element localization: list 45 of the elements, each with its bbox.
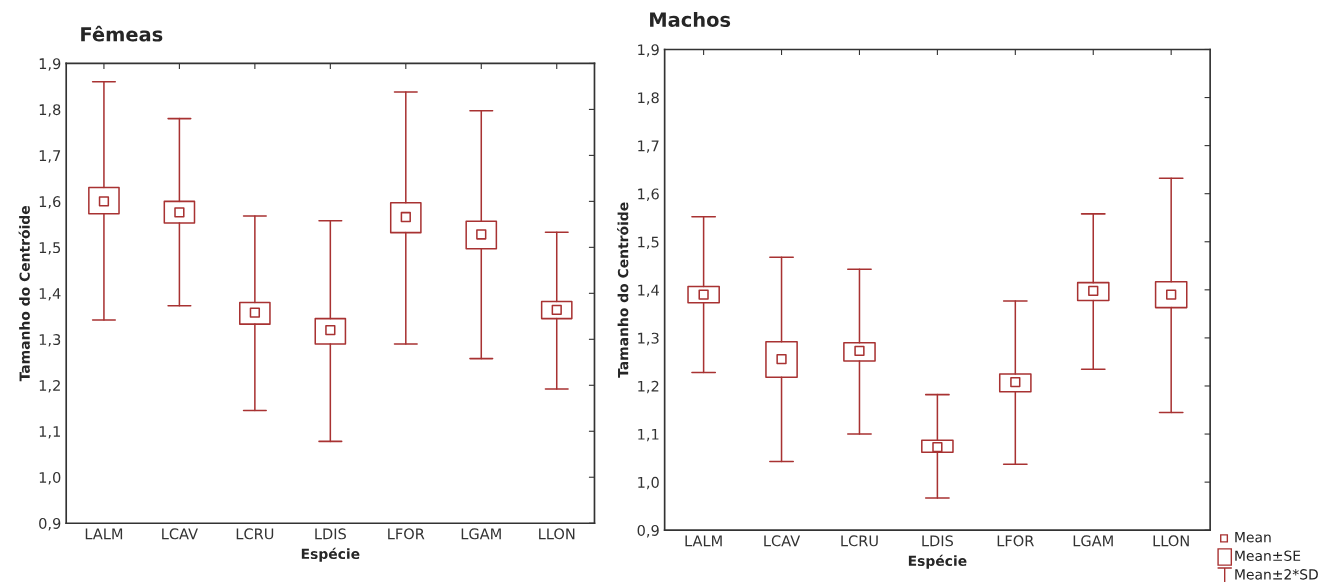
y-tick-label: 1,8 <box>39 104 61 117</box>
y-tick-label: 1,5 <box>638 236 659 249</box>
y-tick-label: 1,8 <box>638 92 659 105</box>
x-tick-label: LGAM <box>461 528 501 540</box>
y-tick-label: 1,1 <box>638 428 659 442</box>
y-tick-label: 1,7 <box>39 150 61 163</box>
y-tick-label: 1,7 <box>638 140 659 153</box>
y-tick-label: 1,4 <box>39 288 61 301</box>
chart-title: Machos <box>650 11 731 27</box>
x-tick-label: LFOR <box>388 528 425 540</box>
y-tick-label: 0,9 <box>39 517 61 531</box>
x-tick-label: LCRU <box>841 535 878 547</box>
x-axis-title: Espécie <box>908 554 967 569</box>
x-tick-label: LDIS <box>922 535 954 547</box>
y-tick-label: 1,9 <box>638 44 659 57</box>
y-tick-label: 1,0 <box>39 471 61 485</box>
x-tick-label: LLON <box>1153 535 1189 547</box>
text: Mean±2*SD <box>1235 569 1318 580</box>
y-tick-label: 1,2 <box>39 380 60 393</box>
y-tick-label: 1,6 <box>39 196 61 209</box>
x-tick-label: LFOR <box>997 535 1034 547</box>
y-tick-label: 1,2 <box>638 380 659 394</box>
y-tick-label: 1,3 <box>638 332 659 346</box>
x-tick-label: LGAM <box>1073 535 1113 547</box>
y-axis-title: Tamanho do Centróide <box>18 205 30 382</box>
y-tick-label: 1,1 <box>39 426 60 439</box>
y-tick-label: 1,5 <box>39 242 61 255</box>
text: Mean <box>1235 532 1271 543</box>
text: Mean±SE <box>1235 550 1301 561</box>
x-tick-label: LCRU <box>236 528 274 540</box>
x-axis-title: Espécie <box>301 547 360 562</box>
x-tick-label: LLON <box>539 528 575 540</box>
y-tick-label: 1,3 <box>39 334 61 347</box>
x-tick-label: LALM <box>685 535 722 547</box>
x-tick-label: LCAV <box>162 528 198 540</box>
x-tick-label: LALM <box>85 528 123 540</box>
y-tick-label: 1,4 <box>638 284 659 298</box>
y-tick-label: 1,6 <box>638 188 659 201</box>
x-tick-label: LDIS <box>315 528 346 540</box>
x-tick-label: LCAV <box>764 535 801 547</box>
chart-title: Fêmeas <box>81 25 163 42</box>
y-tick-label: 0,9 <box>637 524 659 538</box>
y-axis-title: Tamanho do Centróide <box>617 202 629 378</box>
y-tick-label: 1,9 <box>39 58 61 71</box>
y-tick-label: 1,0 <box>638 476 659 490</box>
